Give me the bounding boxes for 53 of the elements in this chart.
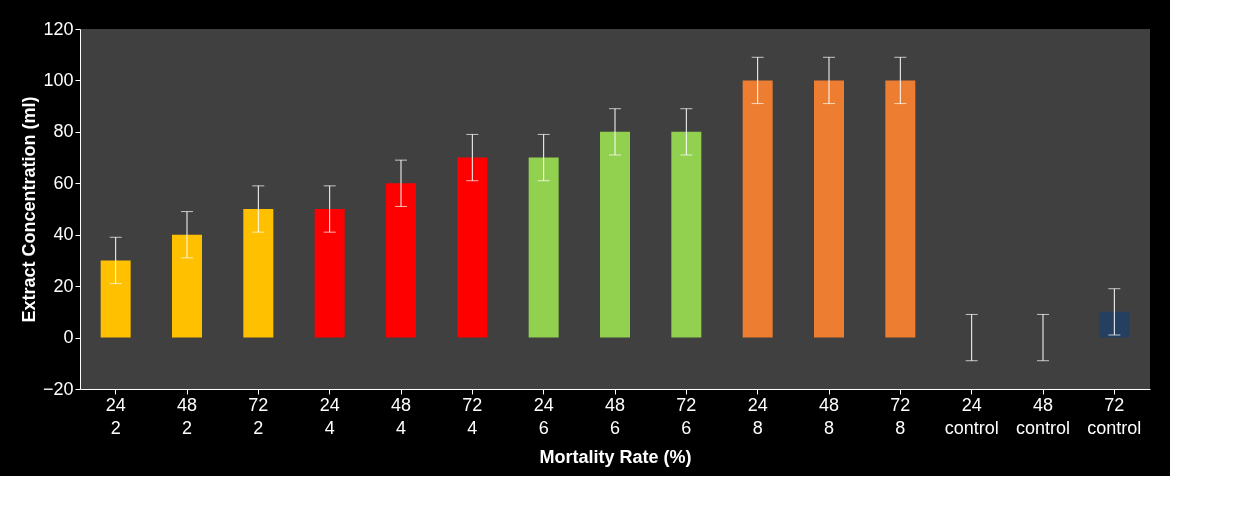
text: 6 <box>609 418 621 438</box>
x-tick-label: 24 <box>961 394 982 415</box>
x-tick-label: 24 <box>533 394 554 415</box>
text: 2 <box>181 418 193 438</box>
text: control <box>1087 418 1142 438</box>
text: 8 <box>823 418 835 438</box>
x-tick-label: 48 <box>176 394 198 415</box>
x-tick-label: 24 <box>105 394 126 415</box>
x-tick-label: 48 <box>604 394 626 415</box>
text: 4 <box>395 418 407 438</box>
text: 8 <box>752 418 763 438</box>
bar <box>528 157 559 338</box>
text: 2 <box>253 418 264 438</box>
y-tick-label: 80 <box>53 121 74 142</box>
text: 4 <box>467 418 478 438</box>
x-tick-label: 24 <box>747 394 768 415</box>
text: 8 <box>895 418 906 438</box>
bar <box>172 234 202 338</box>
x-tick-label: 48 <box>818 394 840 415</box>
bar <box>600 131 630 338</box>
bar <box>671 131 702 338</box>
bar <box>742 80 773 338</box>
bar <box>100 260 131 338</box>
x-tick-label: 24 <box>319 394 340 415</box>
bar <box>314 209 345 338</box>
x-tick-label: 48 <box>390 394 412 415</box>
x-tick-label: 72 <box>1104 394 1125 415</box>
bar <box>243 209 274 338</box>
y-tick-label: 40 <box>53 224 74 245</box>
text: 4 <box>324 418 335 438</box>
text: control <box>944 418 999 438</box>
text: 2 <box>110 418 121 438</box>
bar <box>457 157 488 338</box>
x-tick-label: 72 <box>462 394 483 415</box>
y-tick-label: 60 <box>53 172 74 193</box>
x-tick-label: 48 <box>1032 394 1054 415</box>
y-tick-label: 20 <box>53 275 74 296</box>
x-tick-label: 72 <box>890 394 911 415</box>
bar <box>814 80 844 338</box>
bar <box>386 183 416 338</box>
bar <box>885 80 916 338</box>
y-axis-title: Extract Concentration (ml) <box>18 96 39 323</box>
y-tick-label: 0 <box>63 327 74 348</box>
text: control <box>1015 418 1071 438</box>
bar <box>1099 311 1130 338</box>
x-axis-title: Mortality Rate (%) <box>539 446 692 467</box>
x-tick-label: 72 <box>676 394 697 415</box>
y-tick-label: 120 <box>43 18 74 39</box>
y-tick-label: 100 <box>43 69 74 90</box>
y-tick-label: −20 <box>42 378 74 399</box>
text: 6 <box>681 418 692 438</box>
text: 6 <box>538 418 549 438</box>
x-tick-label: 72 <box>248 394 269 415</box>
